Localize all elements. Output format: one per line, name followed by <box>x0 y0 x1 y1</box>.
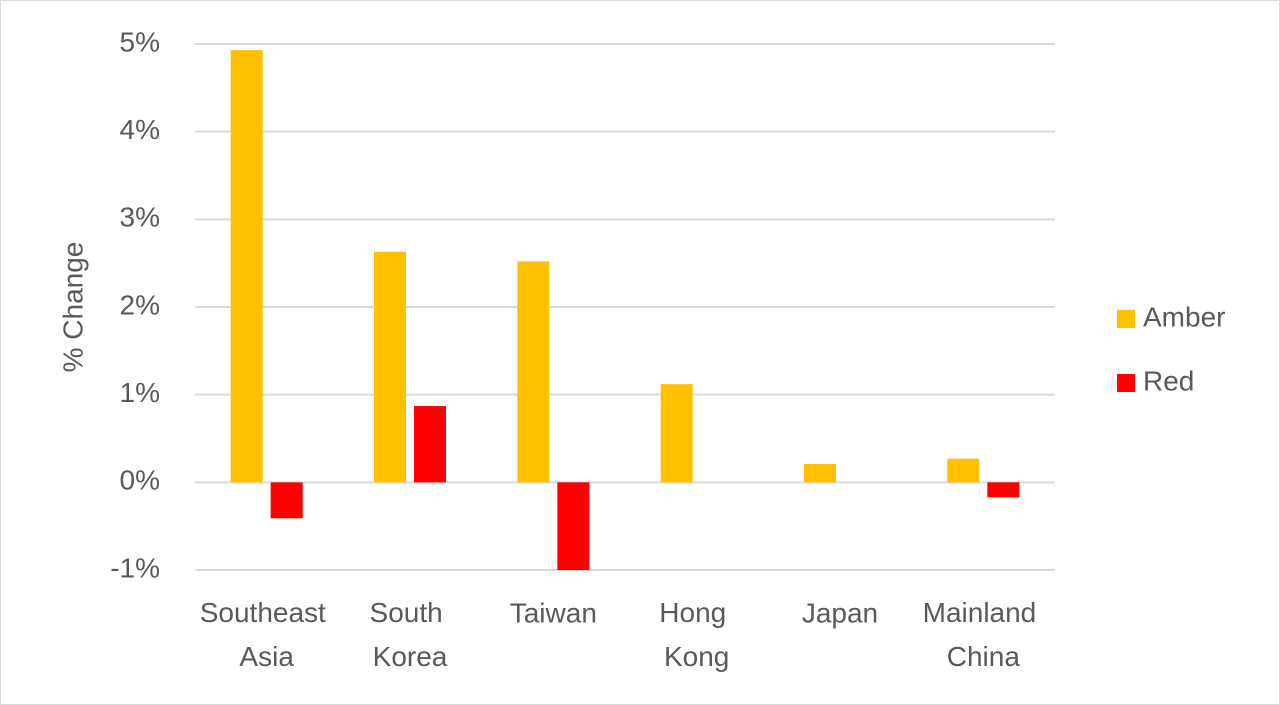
legend-swatch <box>1117 374 1135 392</box>
bar <box>947 458 980 483</box>
bar <box>987 482 1020 498</box>
bar <box>804 463 836 483</box>
x-tick-label: Japan <box>802 597 878 628</box>
x-tick-label: South Korea <box>370 597 451 672</box>
y-tick-label: 2% <box>120 289 160 320</box>
y-tick-label: 5% <box>120 26 160 57</box>
y-tick-label: 4% <box>120 114 160 145</box>
bar <box>374 251 406 483</box>
x-tick-label: Southeast Asia <box>200 597 334 672</box>
x-tick-label: Mainland China <box>923 597 1044 672</box>
y-axis-title: % Change <box>57 242 88 373</box>
bar <box>660 384 693 483</box>
legend-swatch <box>1117 310 1135 328</box>
x-tick-label: Hong Kong <box>659 597 734 672</box>
bar <box>270 482 303 519</box>
y-tick-label: 1% <box>120 377 160 408</box>
bar <box>517 261 550 483</box>
bar <box>230 50 263 483</box>
y-tick-label: -1% <box>110 552 160 583</box>
legend-label: Amber <box>1143 301 1225 332</box>
x-tick-label: Taiwan <box>510 597 597 628</box>
legend-label: Red <box>1143 365 1194 396</box>
bar <box>557 482 590 570</box>
y-tick-label: 0% <box>120 465 160 496</box>
bar <box>414 406 446 483</box>
y-tick-label: 3% <box>120 202 160 233</box>
